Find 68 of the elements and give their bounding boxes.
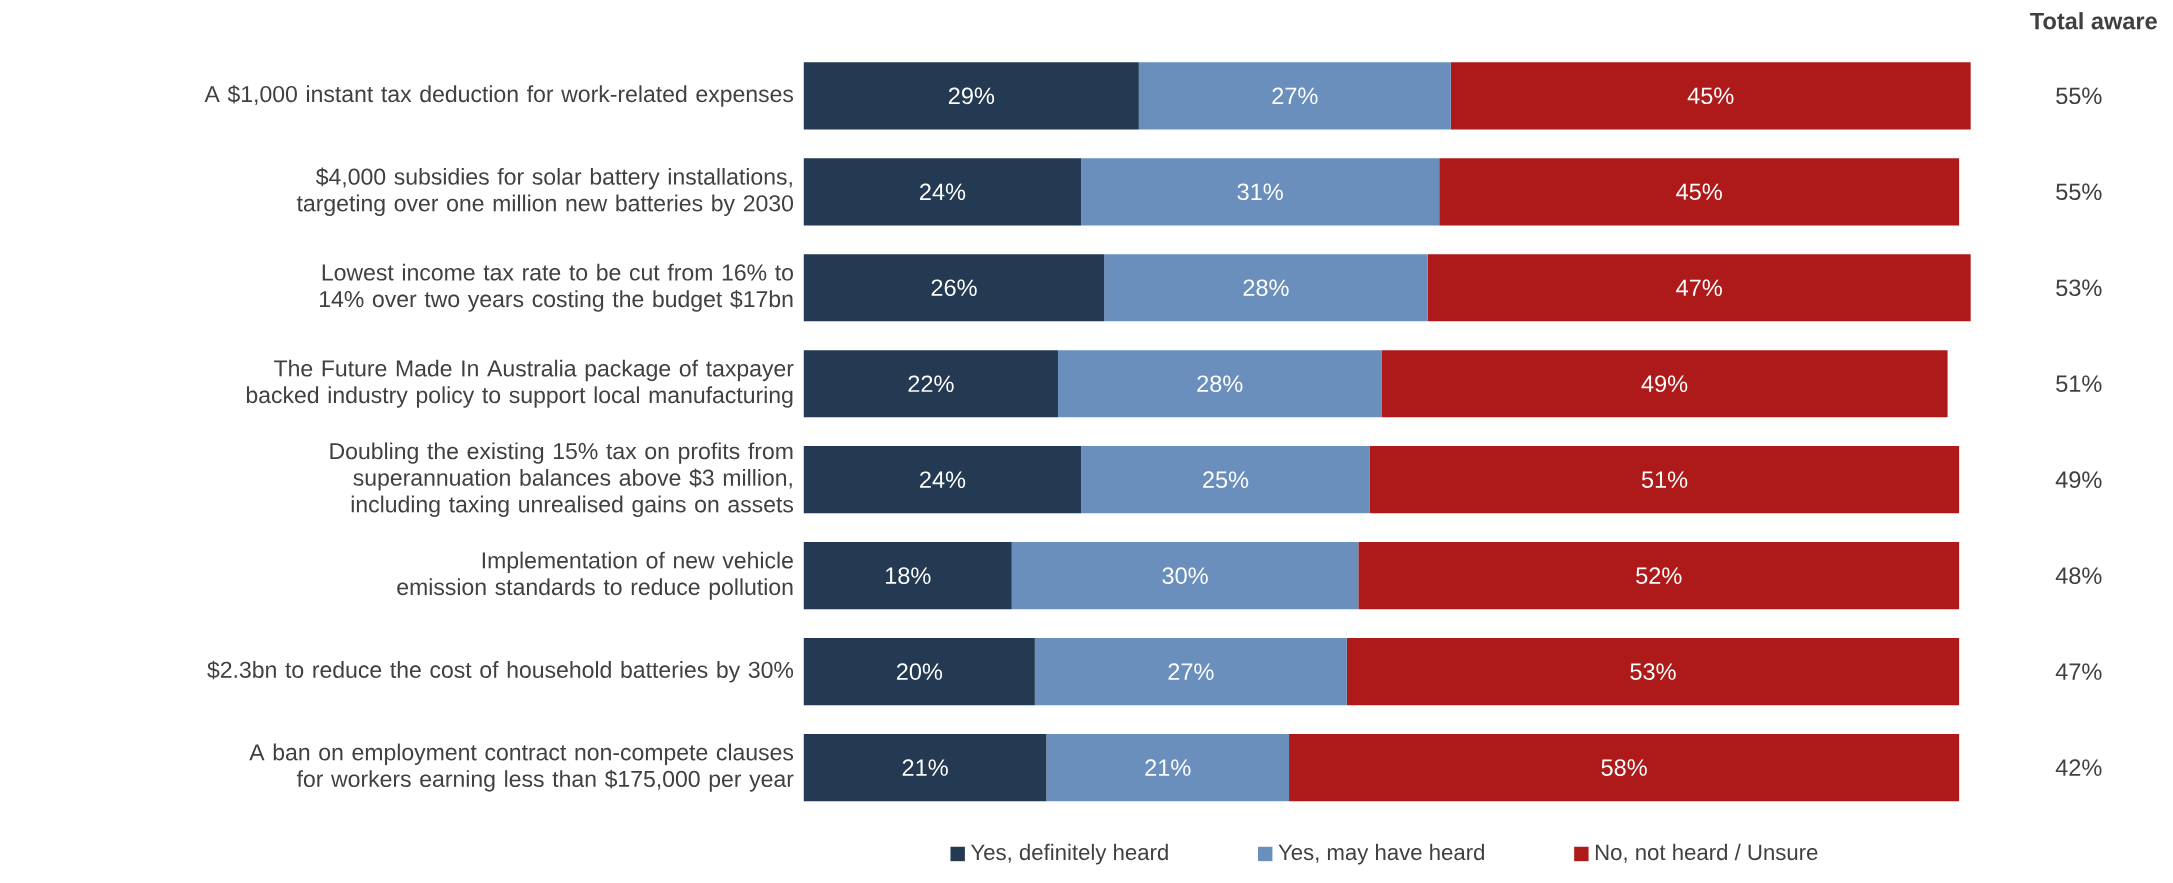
y-tick-label: A $1,000 instant tax deduction for work-related expenses (204, 85, 794, 107)
text: 47% (2055, 663, 2102, 680)
data-label: 58% (1601, 759, 1647, 777)
bar (1011, 542, 1359, 610)
data-label: 52% (1636, 567, 1682, 585)
bar (1046, 734, 1290, 802)
y-tick-label: A ban on employment contract non-compete clauses for workers earning less than $175,000 per year (249, 743, 794, 792)
data-label: 53% (1630, 663, 1676, 681)
bar (803, 542, 1012, 610)
legend-label: Yes, may have heard (1278, 843, 1484, 865)
legend-label: No, not heard / Unsure (1595, 843, 1818, 863)
data-label: 24% (920, 471, 966, 489)
data-label: 29% (948, 87, 995, 105)
data-label: 22% (908, 375, 954, 393)
data-label: 21% (902, 759, 948, 776)
data-label: 24% (920, 183, 966, 201)
y-tick-label: $4,000 subsidies for solar battery installations, targeting over one million new batteries by 2030 (296, 167, 794, 217)
bar (1369, 446, 1960, 514)
bar (1289, 734, 1960, 802)
bar (1358, 542, 1960, 610)
bar (1381, 350, 1948, 418)
text: 55% (2056, 87, 2102, 105)
data-label: 31% (1237, 183, 1283, 201)
data-label: 28% (1243, 279, 1289, 297)
data-label: 21% (1145, 759, 1191, 776)
bar (803, 254, 1105, 322)
bar (803, 446, 1082, 514)
bar (803, 158, 1082, 226)
text: 49% (2055, 471, 2102, 489)
legend-label: Yes, definitely heard (970, 843, 1168, 865)
bar (1104, 254, 1428, 322)
data-label: 51% (1641, 471, 1688, 489)
bar (1138, 62, 1451, 130)
y-tick-label: Lowest income tax rate to be cut from 16% to 14% over two years costing the budget $17bn (320, 263, 793, 312)
data-label: 45% (1676, 183, 1722, 201)
data-label: 30% (1162, 567, 1208, 585)
text: 42% (2055, 759, 2102, 776)
bar (1346, 638, 1960, 706)
bar (803, 638, 1035, 706)
text: Total aware (2030, 12, 2157, 30)
text: 48% (2055, 567, 2102, 585)
data-label: 20% (896, 663, 943, 681)
data-label: 18% (885, 567, 931, 585)
data-label: 26% (931, 279, 977, 297)
y-tick-label: Doubling the existing 15% tax on profits from superannuation balances above $3 million, including taxing unrealised gains on assets (330, 442, 794, 518)
bar (803, 350, 1058, 418)
text: 53% (2056, 279, 2102, 297)
data-label: 25% (1203, 471, 1249, 489)
data-label: 27% (1168, 663, 1214, 681)
bar (1439, 158, 1960, 226)
bar (803, 734, 1047, 802)
bar (1057, 350, 1382, 418)
bar (1450, 62, 1971, 130)
data-label: 45% (1687, 87, 1734, 105)
bar (1034, 638, 1347, 706)
bar (1081, 158, 1440, 226)
data-label: 27% (1272, 87, 1318, 105)
bar (1081, 446, 1370, 514)
bar (1427, 254, 1971, 322)
y-tick-label: The Future Made In Australia package of taxpayer backed industry policy to support local manufacturing (246, 359, 794, 408)
data-label: 49% (1641, 375, 1688, 393)
data-label: 47% (1676, 279, 1722, 297)
y-tick-label: $2.3bn to reduce the cost of household batteries by 30% (207, 660, 794, 683)
bar (803, 62, 1139, 130)
y-tick-label: Implementation of new vehicle emission standards to reduce pollution (397, 551, 793, 600)
text: 55% (2056, 183, 2102, 201)
text: 51% (2056, 375, 2102, 393)
data-label: 28% (1197, 375, 1243, 393)
